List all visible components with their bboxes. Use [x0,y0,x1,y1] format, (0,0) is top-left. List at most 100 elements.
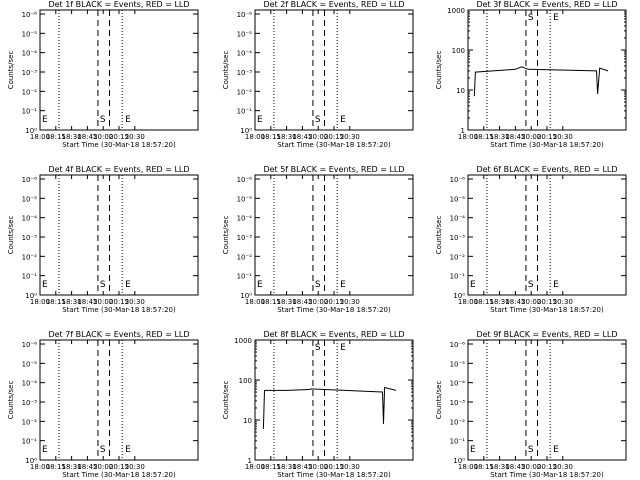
x-tick-label: 18:30 [62,463,82,471]
y-tick-label: 10⁻³ [237,234,253,242]
x-axis-label: Start Time (30-Mar-18 18:57:20) [277,141,391,149]
x-tick-label: 18:15 [46,298,66,306]
panel-title: Det 9f BLACK = Events, RED = LLD [476,330,617,339]
y-tick-label: 1000 [234,337,252,345]
x-axis-label: Start Time (30-Mar-18 18:57:20) [62,141,176,149]
x-tick-label: 18:30 [490,133,510,141]
y-axis-label: Counts/sec [222,216,230,255]
y-tick-label: 10⁻² [450,253,466,261]
x-tick-label: 18:00 [30,463,50,471]
x-tick-label: 18:30 [62,298,82,306]
x-tick-label: 18:00 [458,133,478,141]
y-tick-label: 10⁻⁶ [237,176,253,184]
x-tick-label: 20:15 [324,463,344,471]
panel-det-1: Det 1f BLACK = Events, RED = LLD Counts/s… [7,0,199,149]
x-tick-label: 18:45 [505,463,525,471]
x-tick-label: 20:30 [553,463,573,471]
x-tick-label: 20:15 [324,133,344,141]
y-tick-label: 10⁻⁶ [450,176,466,184]
y-tick-label: 10⁻⁶ [237,11,253,19]
y-tick-label: 10⁻⁵ [22,195,38,203]
x-axis-label: Start Time (30-Mar-18 18:57:20) [490,471,604,479]
x-tick-label: 18:15 [46,463,66,471]
y-axis-label: Counts/sec [7,216,15,255]
x-tick-label: 18:00 [245,133,265,141]
x-tick-label: 18:00 [245,298,265,306]
x-tick-label: 18:30 [277,298,297,306]
y-tick-label: 10⁻⁴ [22,50,38,58]
y-tick-label: 10⁻⁴ [237,50,253,58]
marker-e: E [470,280,476,290]
y-tick-label: 10⁻⁴ [450,215,466,223]
panel-det-2: Det 2f BLACK = Events, RED = LLD Counts/s… [222,0,414,149]
y-tick-label: 10⁰ [25,292,37,300]
y-tick-label: 10⁻³ [22,69,38,77]
x-tick-label: 18:30 [277,133,297,141]
y-tick-label: 10⁻⁶ [22,176,38,184]
y-tick-label: 10⁰ [25,457,37,465]
marker-s: S [315,280,321,290]
y-tick-label: 10⁻³ [22,399,38,407]
marker-e: E [42,280,48,290]
marker-s: S [315,343,321,353]
y-tick-label: 10⁻¹ [22,108,38,116]
x-tick-label: 18:45 [292,463,312,471]
x-tick-label: 18:30 [277,463,297,471]
y-tick-label: 10⁻⁵ [237,30,253,38]
plot-frame [254,9,414,131]
x-tick-label: 18:45 [77,133,97,141]
plot-frame [467,339,627,461]
plot-frame [39,9,199,131]
x-tick-label: 20:00 [521,133,541,141]
x-tick-label: 20:15 [324,298,344,306]
y-tick-label: 100 [239,377,252,385]
y-tick-label: 10⁻⁵ [22,30,38,38]
y-tick-label: 10⁰ [25,127,37,135]
x-axis-label: Start Time (30-Mar-18 18:57:20) [277,471,391,479]
x-tick-label: 18:15 [474,298,494,306]
x-tick-label: 20:00 [93,298,113,306]
y-axis-label: Counts/sec [222,51,230,90]
marker-e: E [42,115,48,125]
panel-det-7: Det 7f BLACK = Events, RED = LLD Counts/s… [7,330,199,479]
x-tick-label: 18:45 [77,463,97,471]
marker-s: S [100,115,106,125]
y-tick-label: 10⁻⁵ [450,360,466,368]
x-tick-label: 18:00 [30,133,50,141]
x-axis-label: Start Time (30-Mar-18 18:57:20) [490,306,604,314]
x-tick-label: 18:30 [490,463,510,471]
x-tick-label: 18:45 [505,133,525,141]
panel-det-6: Det 6f BLACK = Events, RED = LLD Counts/s… [435,165,627,314]
x-tick-label: 20:30 [340,133,360,141]
marker-e: E [257,115,263,125]
marker-s: S [100,445,106,455]
y-axis-label: Counts/sec [435,381,443,420]
panel-title: Det 2f BLACK = Events, RED = LLD [263,0,404,9]
marker-e: E [125,115,131,125]
x-tick-label: 20:30 [125,298,145,306]
x-tick-label: 20:15 [537,298,557,306]
panel-title: Det 1f BLACK = Events, RED = LLD [48,0,189,9]
marker-e: E [470,445,476,455]
y-tick-label: 10⁻¹ [237,108,253,116]
x-tick-label: 20:00 [521,463,541,471]
y-axis-label: Counts/sec [222,381,230,420]
x-tick-label: 20:00 [521,298,541,306]
x-axis-label: Start Time (30-Mar-18 18:57:20) [62,306,176,314]
y-tick-label: 1 [461,127,465,135]
plot-frame [39,339,199,461]
y-tick-label: 1000 [447,7,465,15]
x-tick-label: 18:45 [505,298,525,306]
x-axis-label: Start Time (30-Mar-18 18:57:20) [277,306,391,314]
marker-s: S [100,280,106,290]
panel-title: Det 8f BLACK = Events, RED = LLD [263,330,404,339]
x-tick-label: 18:30 [490,298,510,306]
y-tick-label: 10⁻¹ [450,273,466,281]
panel-title: Det 3f BLACK = Events, RED = LLD [476,0,617,9]
y-tick-label: 10⁻³ [22,234,38,242]
y-tick-label: 10⁻² [22,88,38,96]
x-tick-label: 20:30 [340,298,360,306]
panel-det-3: Det 3f BLACK = Events, RED = LLD Counts/s… [435,0,627,149]
x-tick-label: 20:30 [125,463,145,471]
y-tick-label: 10⁻⁶ [450,341,466,349]
